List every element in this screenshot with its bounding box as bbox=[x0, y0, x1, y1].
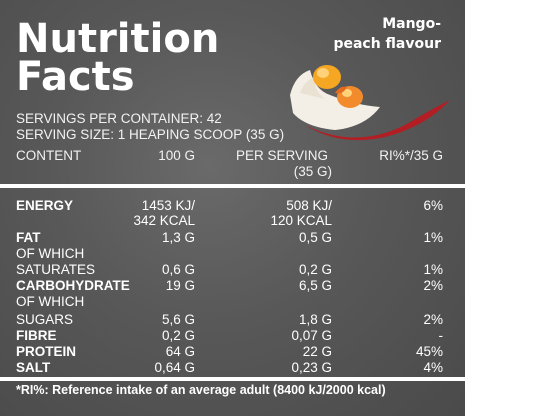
protein-label: PROTEIN bbox=[16, 344, 77, 359]
fat-per100: 1,3 G bbox=[161, 230, 195, 245]
energy-serving: 508 KJ/ bbox=[286, 198, 332, 213]
footer-divider bbox=[0, 377, 465, 381]
servings-per-container: SERVINGS PER CONTAINER: 42 bbox=[16, 111, 222, 126]
carbohydrate-ri: 2% bbox=[423, 278, 443, 293]
serving-size: SERVING SIZE: 1 HEAPING SCOOP (35 G) bbox=[16, 127, 285, 142]
of-which-label: OF WHICH bbox=[16, 294, 85, 309]
nutrition-panel: Nutrition Facts Mango- peach flavour SER… bbox=[0, 0, 465, 416]
fat-ri: 1% bbox=[423, 230, 443, 245]
energy-per100: 1453 KJ/ bbox=[141, 198, 195, 213]
sugars-serving: 1,8 G bbox=[298, 312, 332, 327]
carbohydrate-serving: 6,5 G bbox=[298, 278, 332, 293]
saturates-label: SATURATES bbox=[16, 262, 96, 277]
fat-serving: 0,5 G bbox=[298, 230, 332, 245]
saturates-serving: 0,2 G bbox=[298, 262, 332, 277]
salt-label: SALT bbox=[16, 360, 51, 375]
protein-ri: 45% bbox=[415, 344, 443, 359]
fibre-ri: - bbox=[438, 328, 444, 343]
salt-per100: 0,64 G bbox=[154, 360, 195, 375]
carbohydrate-per100: 19 G bbox=[165, 278, 195, 293]
flavour-label: Mango- peach flavour bbox=[333, 14, 441, 54]
sugars-ri: 2% bbox=[423, 312, 443, 327]
salt-serving: 0,23 G bbox=[291, 360, 332, 375]
saturates-per100: 0,6 G bbox=[161, 262, 195, 277]
of-which-label: OF WHICH bbox=[16, 246, 85, 261]
energy-ri: 6% bbox=[423, 198, 443, 213]
protein-serving: 22 G bbox=[302, 344, 332, 359]
header-per-serving-sub: (35 G) bbox=[293, 164, 332, 179]
flavour-line-2: peach flavour bbox=[333, 36, 441, 52]
sugars-per100: 5,6 G bbox=[161, 312, 195, 327]
protein-per100: 64 G bbox=[165, 344, 195, 359]
fibre-label: FIBRE bbox=[16, 328, 57, 343]
header-ri: RI%*/35 G bbox=[379, 148, 443, 163]
header-per-serving: PER SERVING bbox=[236, 148, 329, 163]
title-line-2: Facts bbox=[16, 54, 135, 100]
fat-label: FAT bbox=[16, 230, 41, 245]
mango-peach-splash-image bbox=[290, 65, 450, 141]
ri-footnote: *RI%: Reference intake of an average adu… bbox=[16, 383, 386, 397]
nutrition-facts-title: Nutrition Facts bbox=[16, 16, 220, 100]
fibre-serving: 0,07 G bbox=[291, 328, 332, 343]
sugars-label: SUGARS bbox=[16, 312, 74, 327]
carbohydrate-label: CARBOHYDRATE bbox=[16, 278, 130, 293]
flavour-line-1: Mango- bbox=[382, 16, 441, 32]
title-line-1: Nutrition bbox=[16, 16, 220, 62]
fibre-per100: 0,2 G bbox=[161, 328, 195, 343]
salt-ri: 4% bbox=[423, 360, 443, 375]
header-content: CONTENT bbox=[16, 148, 82, 163]
energy-serving-kcal: 120 KCAL bbox=[270, 213, 332, 228]
energy-label: ENERGY bbox=[16, 198, 74, 213]
header-divider bbox=[0, 184, 465, 188]
saturates-ri: 1% bbox=[423, 262, 443, 277]
energy-per100-kcal: 342 KCAL bbox=[133, 213, 195, 228]
header-per-100g: 100 G bbox=[158, 148, 195, 163]
